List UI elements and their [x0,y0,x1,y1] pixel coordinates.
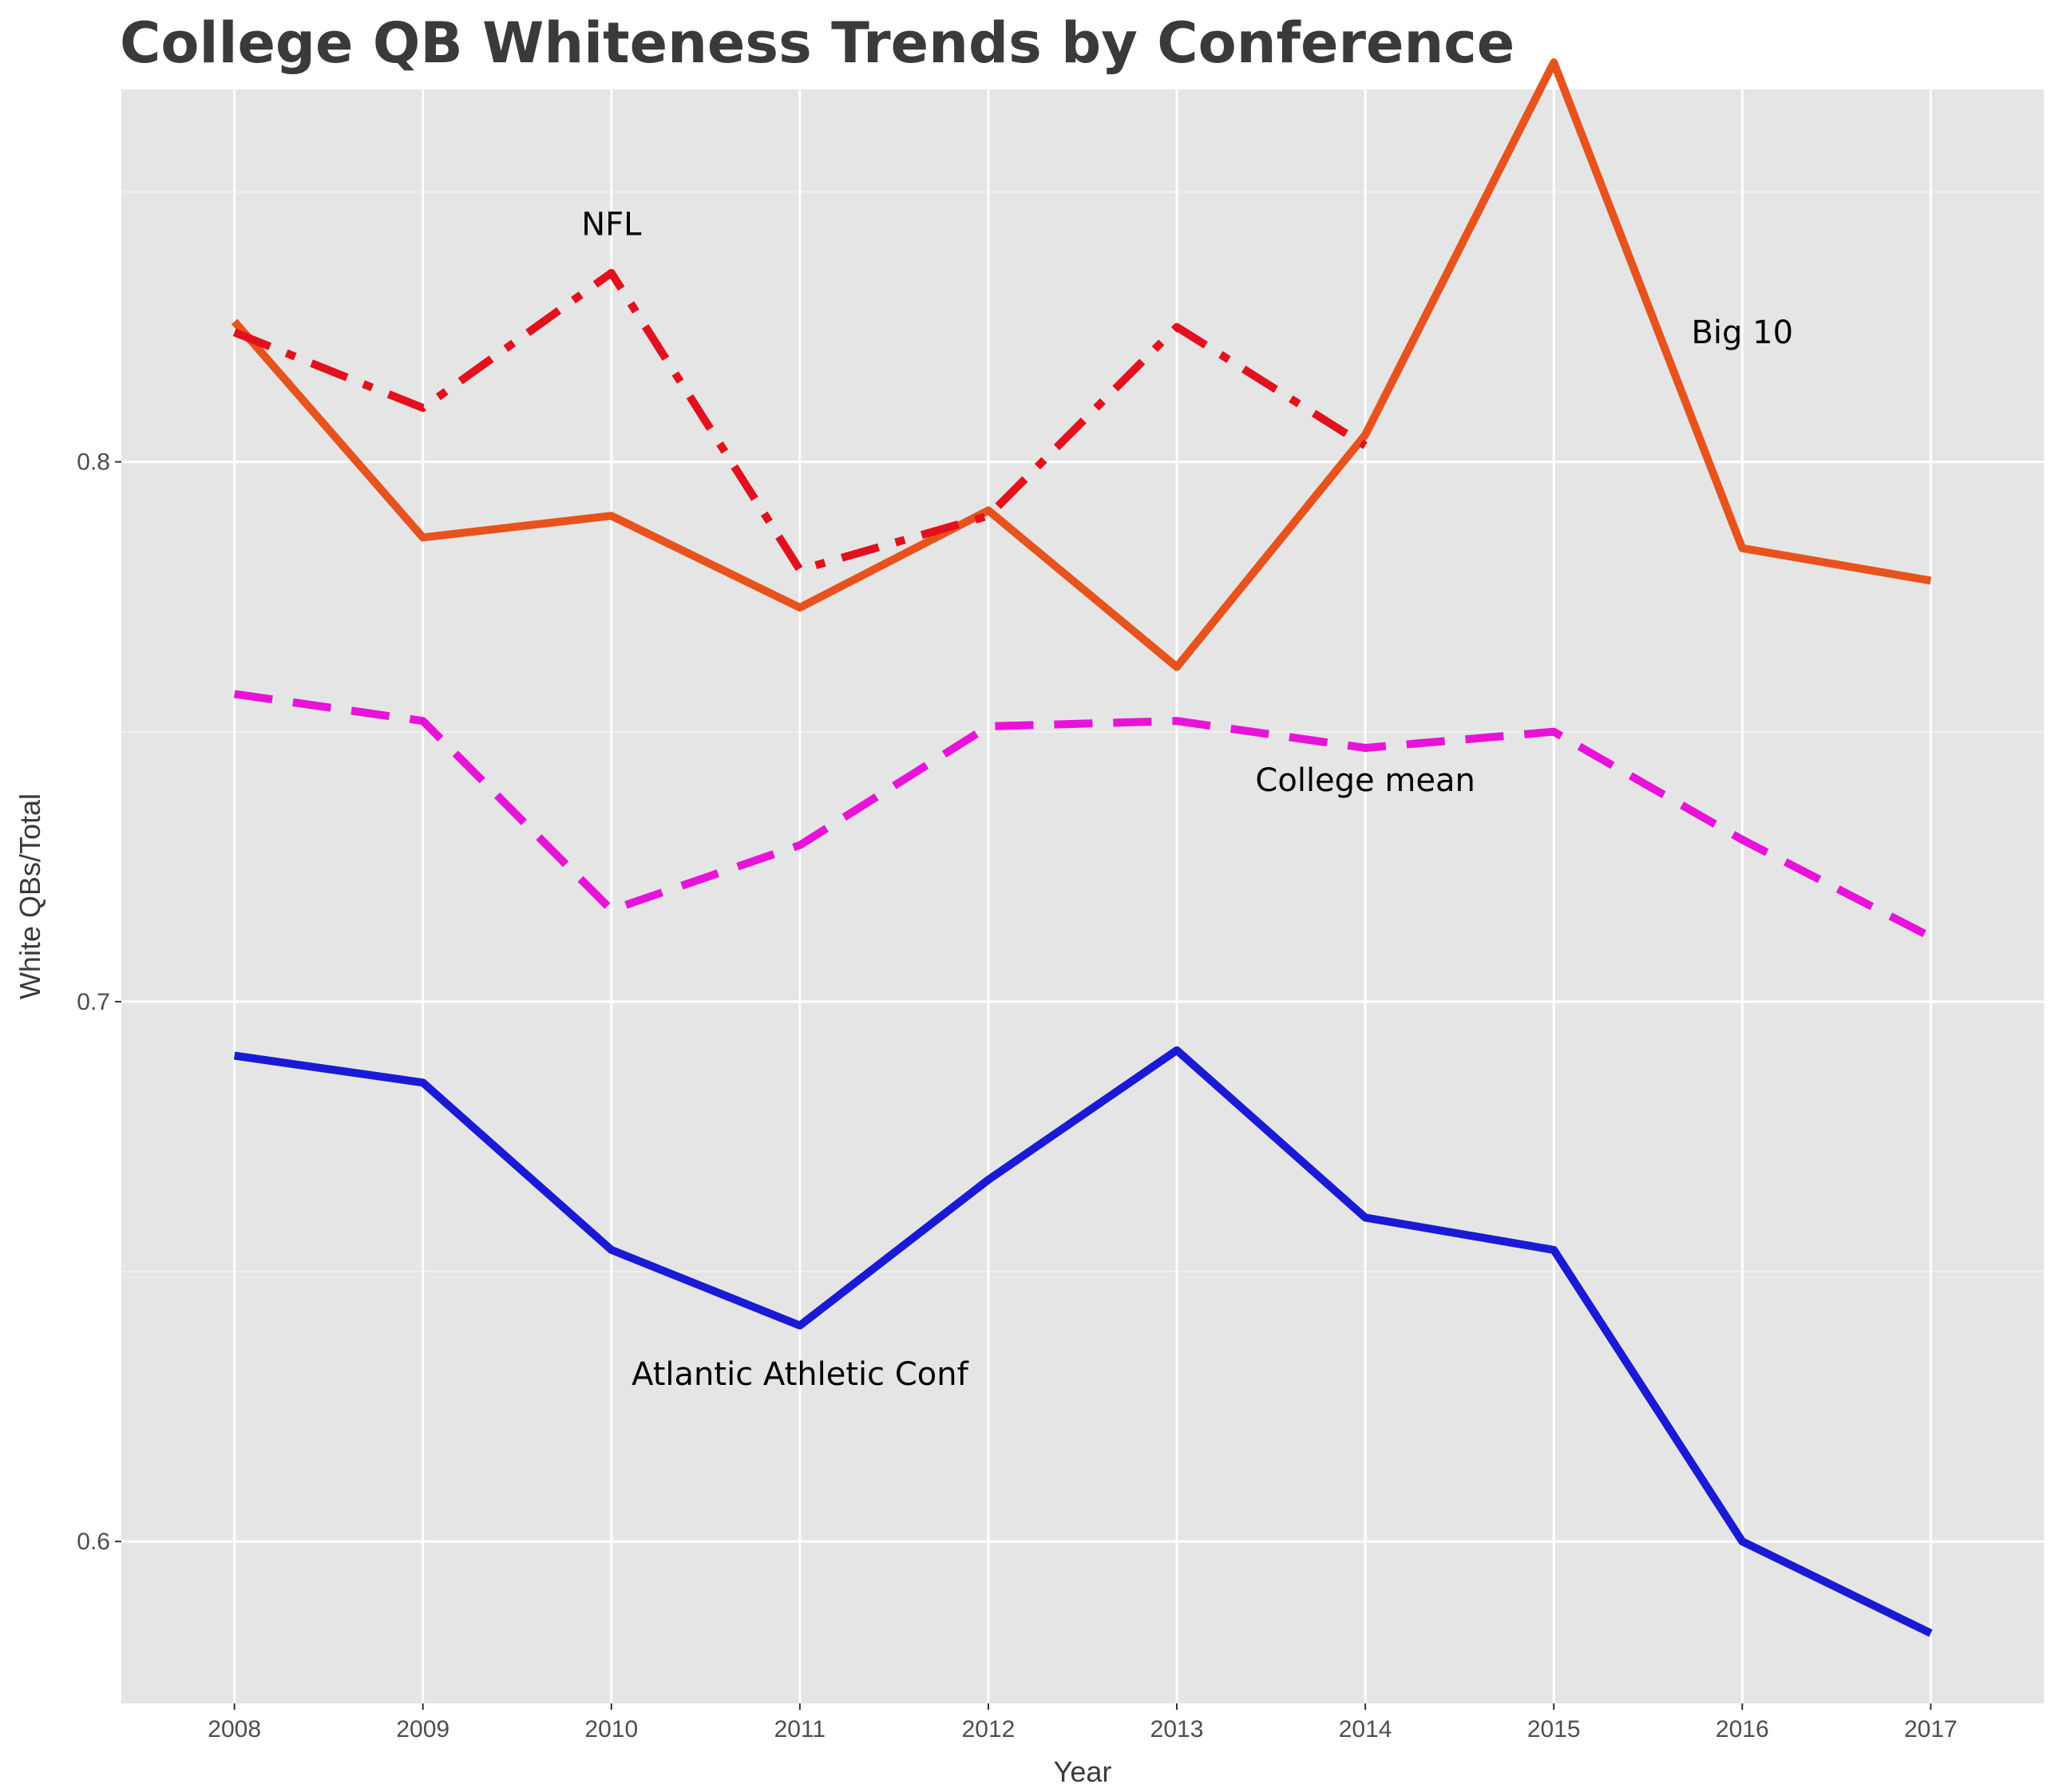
annotation-layer: NFL Big 10 College mean Atlantic Athletic C… [581,207,1793,1393]
grid-lines [121,89,2044,1703]
x-axis: 2008 2009 2010 2011 2012 2013 2014 2015 2016 2017 [208,1703,1958,1743]
annotation-label: College mean [1255,762,1475,799]
x-tick-label: 2008 [208,1716,261,1743]
x-tick-label: 2016 [1716,1716,1769,1743]
x-tick-label: 2014 [1339,1716,1392,1743]
y-axis-label: White QBs/Total [14,793,46,999]
y-tick-label: 0.8 [77,449,110,476]
series-line-3 [233,690,1933,941]
y-axis: 0.6 0.7 0.8 [77,449,121,1555]
series-line-1 [231,58,1932,671]
x-tick-label: 2015 [1527,1716,1581,1743]
annotation-label: NFL [581,207,642,243]
annotation-label: Big 10 [1691,314,1793,351]
x-tick-label: 2012 [962,1716,1016,1743]
series-layer [231,58,1933,1637]
y-tick-label: 0.6 [77,1529,110,1555]
annotation-label: Atlantic Athletic Conf [632,1356,969,1393]
x-tick-label: 2017 [1904,1716,1958,1743]
x-tick-label: 2009 [396,1716,449,1743]
y-tick-label: 0.7 [77,989,110,1015]
x-tick-label: 2013 [1150,1716,1204,1743]
x-axis-label: Year [1054,1755,1112,1788]
x-tick-label: 2010 [584,1716,638,1743]
plot-panel [121,89,2044,1703]
series-line-2 [232,268,1368,574]
chart-title: College QB Whiteness Trends by Conferenc… [120,10,1515,76]
series-line-4 [233,1046,1933,1637]
x-tick-label: 2011 [774,1716,826,1743]
